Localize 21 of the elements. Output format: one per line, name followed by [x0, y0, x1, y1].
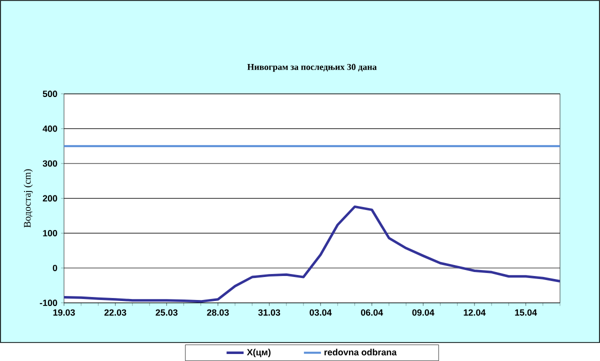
- x-tick-label: 09.04: [412, 309, 434, 316]
- legend-label: redovna odbrana: [324, 348, 397, 356]
- y-tick-label: 300: [42, 160, 58, 167]
- y-axis-title: Водостај (cm): [24, 169, 33, 228]
- x-tick-label: 12.04: [464, 309, 486, 316]
- legend-label: X(цм): [246, 348, 271, 358]
- x-tick-label: 28.03: [207, 309, 229, 316]
- x-tick-label: 15.04: [515, 309, 537, 316]
- y-tick-label: 500: [42, 90, 58, 98]
- x-tick-label: 31.03: [258, 309, 280, 316]
- x-tick-label: 25.03: [156, 309, 178, 316]
- y-tick-label: -100: [40, 300, 58, 306]
- x-tick-label: 19.03: [53, 309, 75, 316]
- x-tick-label: 06.04: [361, 309, 384, 316]
- x-tick-label: 03.04: [310, 309, 332, 316]
- x-tick-label: 22.03: [104, 309, 126, 316]
- y-tick-label: 200: [42, 195, 58, 202]
- y-tick-label: 100: [43, 230, 58, 236]
- y-tick-label: 0: [52, 264, 58, 272]
- chart-title: Нивограм за последњих 30 дана: [247, 64, 377, 72]
- y-tick-label: 400: [42, 125, 58, 132]
